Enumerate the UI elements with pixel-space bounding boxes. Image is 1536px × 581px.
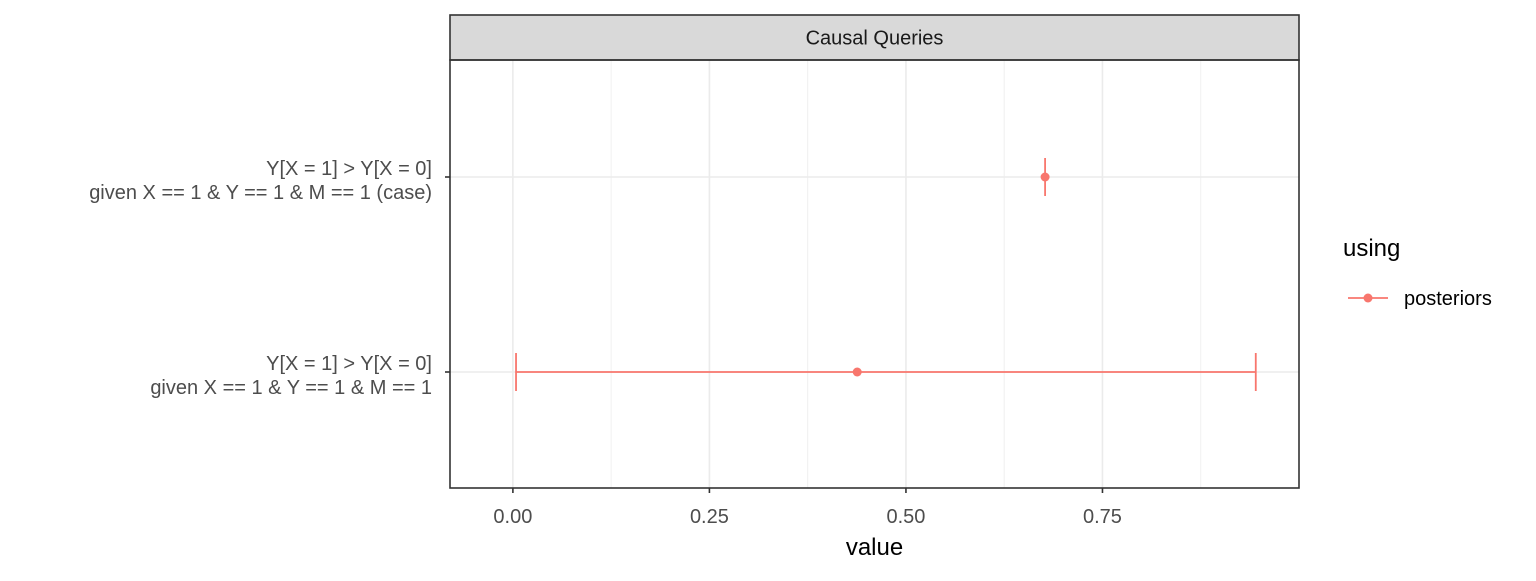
x-tick-label: 0.50	[886, 506, 925, 528]
axes-layer: Y[X = 1] > Y[X = 0]given X == 1 & Y == 1…	[89, 158, 1122, 528]
y-tick-label-line2: given X == 1 & Y == 1 & M == 1	[150, 377, 432, 399]
facet-title: Causal Queries	[806, 28, 944, 50]
legend-key-point	[1363, 293, 1373, 303]
y-tick-label-line1: Y[X = 1] > Y[X = 0]	[266, 158, 432, 180]
x-axis-title: value	[846, 534, 903, 561]
y-tick-label-line2: given X == 1 & Y == 1 & M == 1 (case)	[89, 182, 432, 204]
y-tick-label-line1: Y[X = 1] > Y[X = 0]	[266, 353, 432, 375]
data-point-group	[515, 353, 1257, 391]
data-point	[1040, 172, 1050, 182]
facet-strip	[449, 14, 1300, 61]
x-tick-label: 0.75	[1083, 506, 1122, 528]
x-tick-label: 0.25	[690, 506, 729, 528]
x-tick-label: 0.00	[493, 506, 532, 528]
legend-label: posteriors	[1404, 288, 1492, 310]
grid-layer	[450, 60, 1299, 488]
legend: using posteriors	[1343, 235, 1492, 310]
data-point	[852, 367, 862, 377]
panel-border	[449, 59, 1300, 489]
data-point-group	[1040, 158, 1050, 196]
legend-title: using	[1343, 235, 1400, 262]
marks-layer	[515, 158, 1257, 391]
